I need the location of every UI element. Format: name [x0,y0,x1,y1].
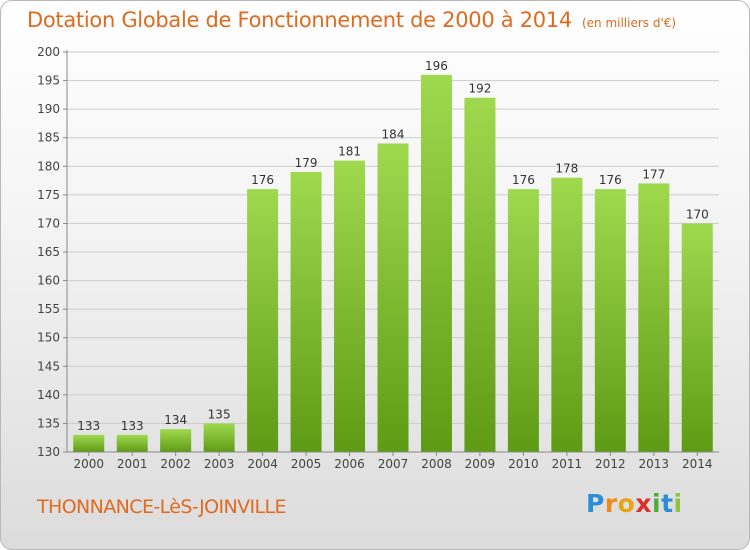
chart-subtitle: (en milliers d'€) [581,16,677,30]
bar-2004[interactable] [247,189,279,452]
ytick-label-140: 140 [37,388,60,402]
bar-2014[interactable] [681,223,713,452]
value-label-2003: 135 [208,407,231,421]
value-label-2002: 134 [164,413,187,427]
bar-2011[interactable] [551,177,583,452]
ytick-label-165: 165 [37,245,60,259]
bar-2007[interactable] [377,143,409,452]
xtick-label-2006: 2006 [334,457,365,471]
value-label-2012: 176 [599,173,622,187]
ytick-label-200: 200 [37,45,60,59]
value-label-2006: 181 [338,145,361,159]
bar-2002[interactable] [160,429,192,452]
logo-letter-5: i [652,489,662,518]
value-label-2005: 179 [295,156,318,170]
logo-letter-7: i [673,489,683,518]
chart-title-text: Dotation Globale de Fonctionnement de 20… [27,8,572,32]
bar-2001[interactable] [116,434,148,452]
xtick-label-2011: 2011 [552,457,583,471]
xtick-label-2013: 2013 [639,457,670,471]
value-label-2008: 196 [425,59,448,73]
bar-2008[interactable] [420,74,452,452]
ytick-label-185: 185 [37,131,60,145]
value-labels: 133 133 134 135 176 179 181 184 196 192 176 178 176 1… [77,59,708,433]
commune-name: THONNANCE-LèS-JOINVILLE [37,496,286,518]
value-label-2011: 178 [555,162,578,176]
value-label-2007: 184 [382,127,405,141]
ytick-label-170: 170 [37,216,60,230]
bar-2010[interactable] [507,189,539,452]
value-label-2009: 192 [468,82,491,96]
bar-2013[interactable] [638,183,670,452]
logo-letter-2: r [604,489,618,518]
ytick-label-145: 145 [37,359,60,373]
value-label-2013: 177 [642,167,665,181]
ytick-label-130: 130 [37,445,60,459]
xtick-label-2010: 2010 [508,457,539,471]
xtick-label-2008: 2008 [421,457,452,471]
xtick-label-2005: 2005 [291,457,322,471]
ytick-label-150: 150 [37,331,60,345]
ytick-label-180: 180 [37,159,60,173]
ytick-label-195: 195 [37,74,60,88]
xtick-label-2014: 2014 [682,457,713,471]
value-label-2000: 133 [77,419,100,433]
value-label-2010: 176 [512,173,535,187]
bar-2012[interactable] [594,189,626,452]
logo-letter-3: o [617,489,636,518]
ytick-label-175: 175 [37,188,60,202]
logo-letter-6: t [661,489,674,518]
xtick-label-2003: 2003 [204,457,235,471]
logo-letter-1: P [586,489,605,518]
ytick-label-155: 155 [37,302,60,316]
logo-letter-4: x [635,489,652,518]
xtick-label-2002: 2002 [160,457,191,471]
ytick-label-190: 190 [37,102,60,116]
bar-2005[interactable] [290,172,322,452]
ytick-label-160: 160 [37,274,60,288]
xtick-label-2007: 2007 [378,457,409,471]
xtick-label-2001: 2001 [117,457,148,471]
ytick-label-135: 135 [37,416,60,430]
chart-title: Dotation Globale de Fonctionnement de 20… [27,8,676,32]
bar-2006[interactable] [334,160,366,453]
bars [73,74,713,453]
axes: 130 135 140 145 150 155 160 165 170 175 180 185 190 1… [37,45,719,471]
value-label-2001: 133 [121,419,144,433]
xtick-label-2009: 2009 [465,457,496,471]
value-label-2004: 176 [251,173,274,187]
xtick-label-2004: 2004 [247,457,278,471]
xtick-label-2012: 2012 [595,457,626,471]
bar-2000[interactable] [73,434,105,452]
bar-2009[interactable] [464,97,496,452]
proxiti-logo[interactable]: Proxiti [586,489,683,518]
xtick-label-2000: 2000 [73,457,104,471]
bar-2003[interactable] [203,423,235,452]
value-label-2014: 170 [686,207,709,221]
